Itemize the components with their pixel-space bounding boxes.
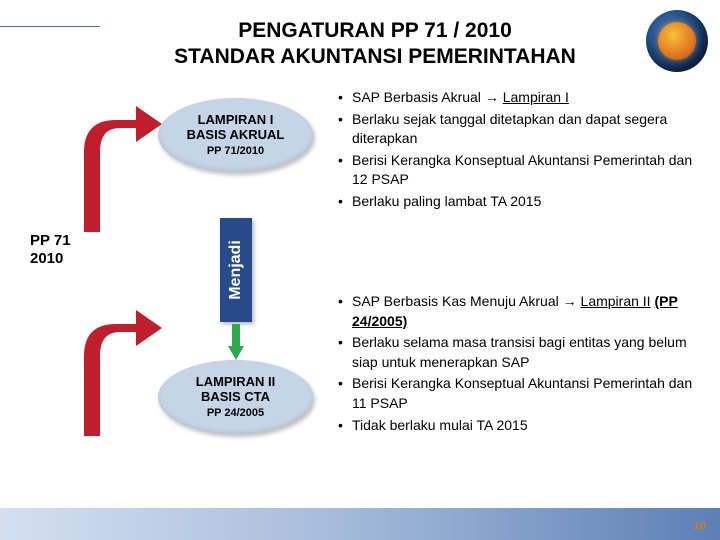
pp71-line2: 2010: [30, 250, 71, 268]
footer-bar: [0, 508, 720, 540]
ellipse-lampiran-1: LAMPIRAN I BASIS AKRUAL PP 71/2010: [158, 98, 313, 172]
page-number: 10: [694, 520, 706, 532]
bullets-top-list: SAP Berbasis Akrual → Lampiran IBerlaku …: [338, 88, 698, 212]
menjadi-bar: Menjadi: [220, 218, 252, 322]
bullet-item: Berlaku selama masa transisi bagi entita…: [338, 333, 698, 372]
bullet-item: Tidak berlaku mulai TA 2015: [338, 416, 698, 436]
pp71-line1: PP 71: [30, 232, 71, 250]
bullets-top: SAP Berbasis Akrual → Lampiran IBerlaku …: [338, 88, 698, 214]
ellipse-top-sub: PP 71/2010: [207, 145, 264, 157]
bullet-item: Berlaku paling lambat TA 2015: [338, 192, 698, 212]
title-line2: STANDAR AKUNTANSI PEMERINTAHAN: [110, 44, 640, 70]
bullets-bottom: SAP Berbasis Kas Menuju Akrual → Lampira…: [338, 292, 698, 437]
curved-arrow-bottom-icon: [72, 304, 162, 436]
header-rule: [0, 26, 100, 27]
ellipse-bot-line2: BASIS CTA: [201, 390, 270, 405]
title-line1: PENGATURAN PP 71 / 2010: [110, 18, 640, 44]
ellipse-bot-sub: PP 24/2005: [207, 407, 264, 419]
green-down-arrow-icon: [228, 324, 244, 360]
bullet-item: Berisi Kerangka Konseptual Akuntansi Pem…: [338, 374, 698, 413]
ellipse-top-line1: LAMPIRAN I: [198, 113, 274, 128]
logo-inner-icon: [658, 22, 696, 60]
menjadi-label: Menjadi: [227, 240, 245, 300]
bullet-item: Berisi Kerangka Konseptual Akuntansi Pem…: [338, 151, 698, 190]
bullet-item: Berlaku sejak tanggal ditetapkan dan dap…: [338, 110, 698, 149]
bullet-item: SAP Berbasis Akrual → Lampiran I: [338, 88, 698, 108]
slide-title: PENGATURAN PP 71 / 2010 STANDAR AKUNTANS…: [110, 18, 640, 71]
curved-arrow-top-icon: [72, 100, 162, 232]
ellipse-top-line2: BASIS AKRUAL: [187, 128, 285, 143]
logo-icon: [646, 10, 708, 72]
ellipse-lampiran-2: LAMPIRAN II BASIS CTA PP 24/2005: [158, 360, 313, 434]
header: PENGATURAN PP 71 / 2010 STANDAR AKUNTANS…: [0, 10, 720, 70]
pp71-label: PP 71 2010: [30, 232, 71, 268]
bullets-bottom-list: SAP Berbasis Kas Menuju Akrual → Lampira…: [338, 292, 698, 435]
bullet-item: SAP Berbasis Kas Menuju Akrual → Lampira…: [338, 292, 698, 331]
ellipse-bot-line1: LAMPIRAN II: [196, 375, 275, 390]
slide: PENGATURAN PP 71 / 2010 STANDAR AKUNTANS…: [0, 0, 720, 540]
